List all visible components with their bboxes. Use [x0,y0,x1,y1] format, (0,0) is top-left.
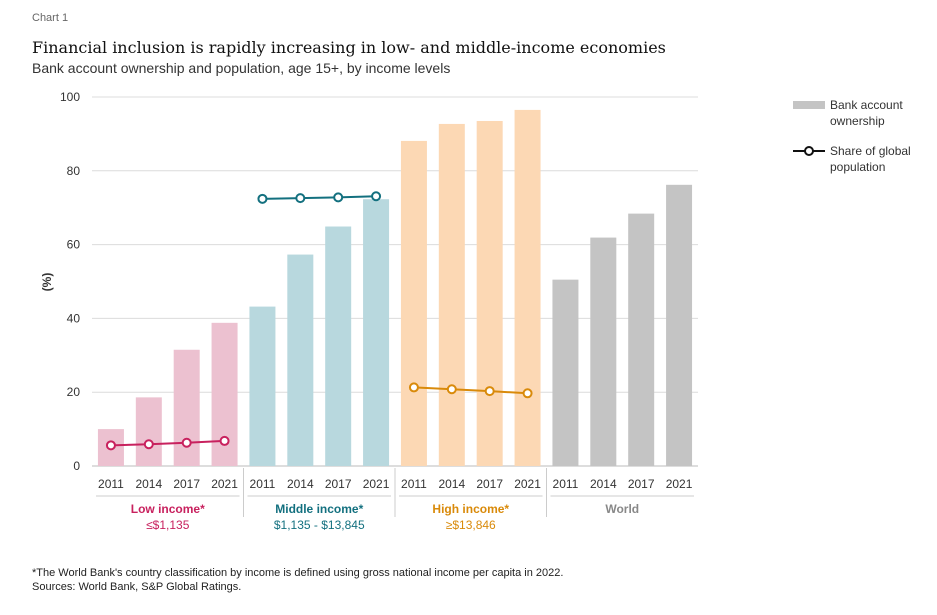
x-tick-label: 2021 [363,477,390,491]
group-name-middle: Middle income* [275,502,363,516]
legend-line-label-line1: Share of global [830,144,911,158]
x-tick-label: 2011 [401,477,427,491]
bar-middle-2021 [363,199,390,466]
x-tick-label: 2017 [628,477,655,491]
bar-middle-2014 [287,254,314,466]
x-tick-label: 2017 [173,477,200,491]
bar-low-2017 [173,349,200,466]
x-tick-label: 2011 [553,477,579,491]
legend-line-label-line2: population [830,160,885,174]
population-point-middle-2021 [371,191,382,202]
chart-label: Chart 1 [32,12,69,24]
x-tick-label: 2014 [590,477,617,491]
legend-bar-label-line2: ownership [830,114,885,128]
population-point-middle-2011 [257,193,268,204]
bar-world-2011 [552,279,579,466]
population-point-low-2021 [219,435,230,446]
legend-bar-swatch [793,101,825,109]
population-point-middle-2017 [333,192,344,203]
group-name-high: High income* [432,502,509,516]
x-tick-label: 2011 [98,477,124,491]
y-tick-label: 100 [60,90,80,104]
x-tick-label: 2014 [438,477,465,491]
bar-world-2017 [628,213,655,466]
footnote: *The World Bank's country classification… [32,567,564,579]
x-tick-label: 2021 [666,477,693,491]
group-range-low: ≤$1,135 [146,518,190,532]
sources-note: Sources: World Bank, S&P Global Ratings. [32,581,242,593]
bar-high-2017 [476,120,503,467]
y-tick-label: 40 [67,311,81,325]
population-point-high-2011 [408,382,419,393]
population-point-high-2017 [484,386,495,397]
x-tick-label: 2014 [287,477,314,491]
population-point-middle-2014 [295,193,306,204]
chart-title: Financial inclusion is rapidly increasin… [32,38,666,57]
x-tick-label: 2014 [135,477,162,491]
y-tick-label: 20 [67,385,81,399]
y-tick-label: 60 [67,238,81,252]
bar-world-2021 [666,184,693,466]
x-tick-label: 2017 [325,477,352,491]
bar-high-2021 [514,109,541,466]
x-tick-label: 2017 [476,477,503,491]
bar-middle-2017 [325,226,352,466]
population-point-high-2014 [446,384,457,395]
y-axis-label: (%) [40,273,54,292]
population-line-low [110,439,225,447]
population-line-high [413,386,528,395]
bar-high-2011 [400,140,427,466]
x-tick-label: 2021 [211,477,238,491]
bar-world-2014 [590,237,617,466]
population-point-high-2021 [522,388,533,399]
group-range-middle: $1,135 - $13,845 [274,518,365,532]
group-range-high: ≥$13,846 [446,518,496,532]
y-tick-label: 80 [67,164,81,178]
bar-high-2014 [438,123,465,466]
population-point-low-2017 [181,437,192,448]
population-line-middle [262,195,377,200]
x-tick-label: 2011 [250,477,276,491]
bar-low-2014 [135,397,162,466]
group-name-world: World [605,502,639,516]
population-point-low-2011 [105,440,116,451]
legend-bar-label-line1: Bank account [830,98,903,112]
bar-middle-2011 [249,306,276,466]
population-point-low-2014 [143,439,154,450]
group-name-low: Low income* [131,502,205,516]
y-tick-label: 0 [73,459,80,473]
legend-line-marker [804,146,814,156]
x-tick-label: 2021 [514,477,541,491]
chart-subtitle: Bank account ownership and population, a… [32,60,451,76]
